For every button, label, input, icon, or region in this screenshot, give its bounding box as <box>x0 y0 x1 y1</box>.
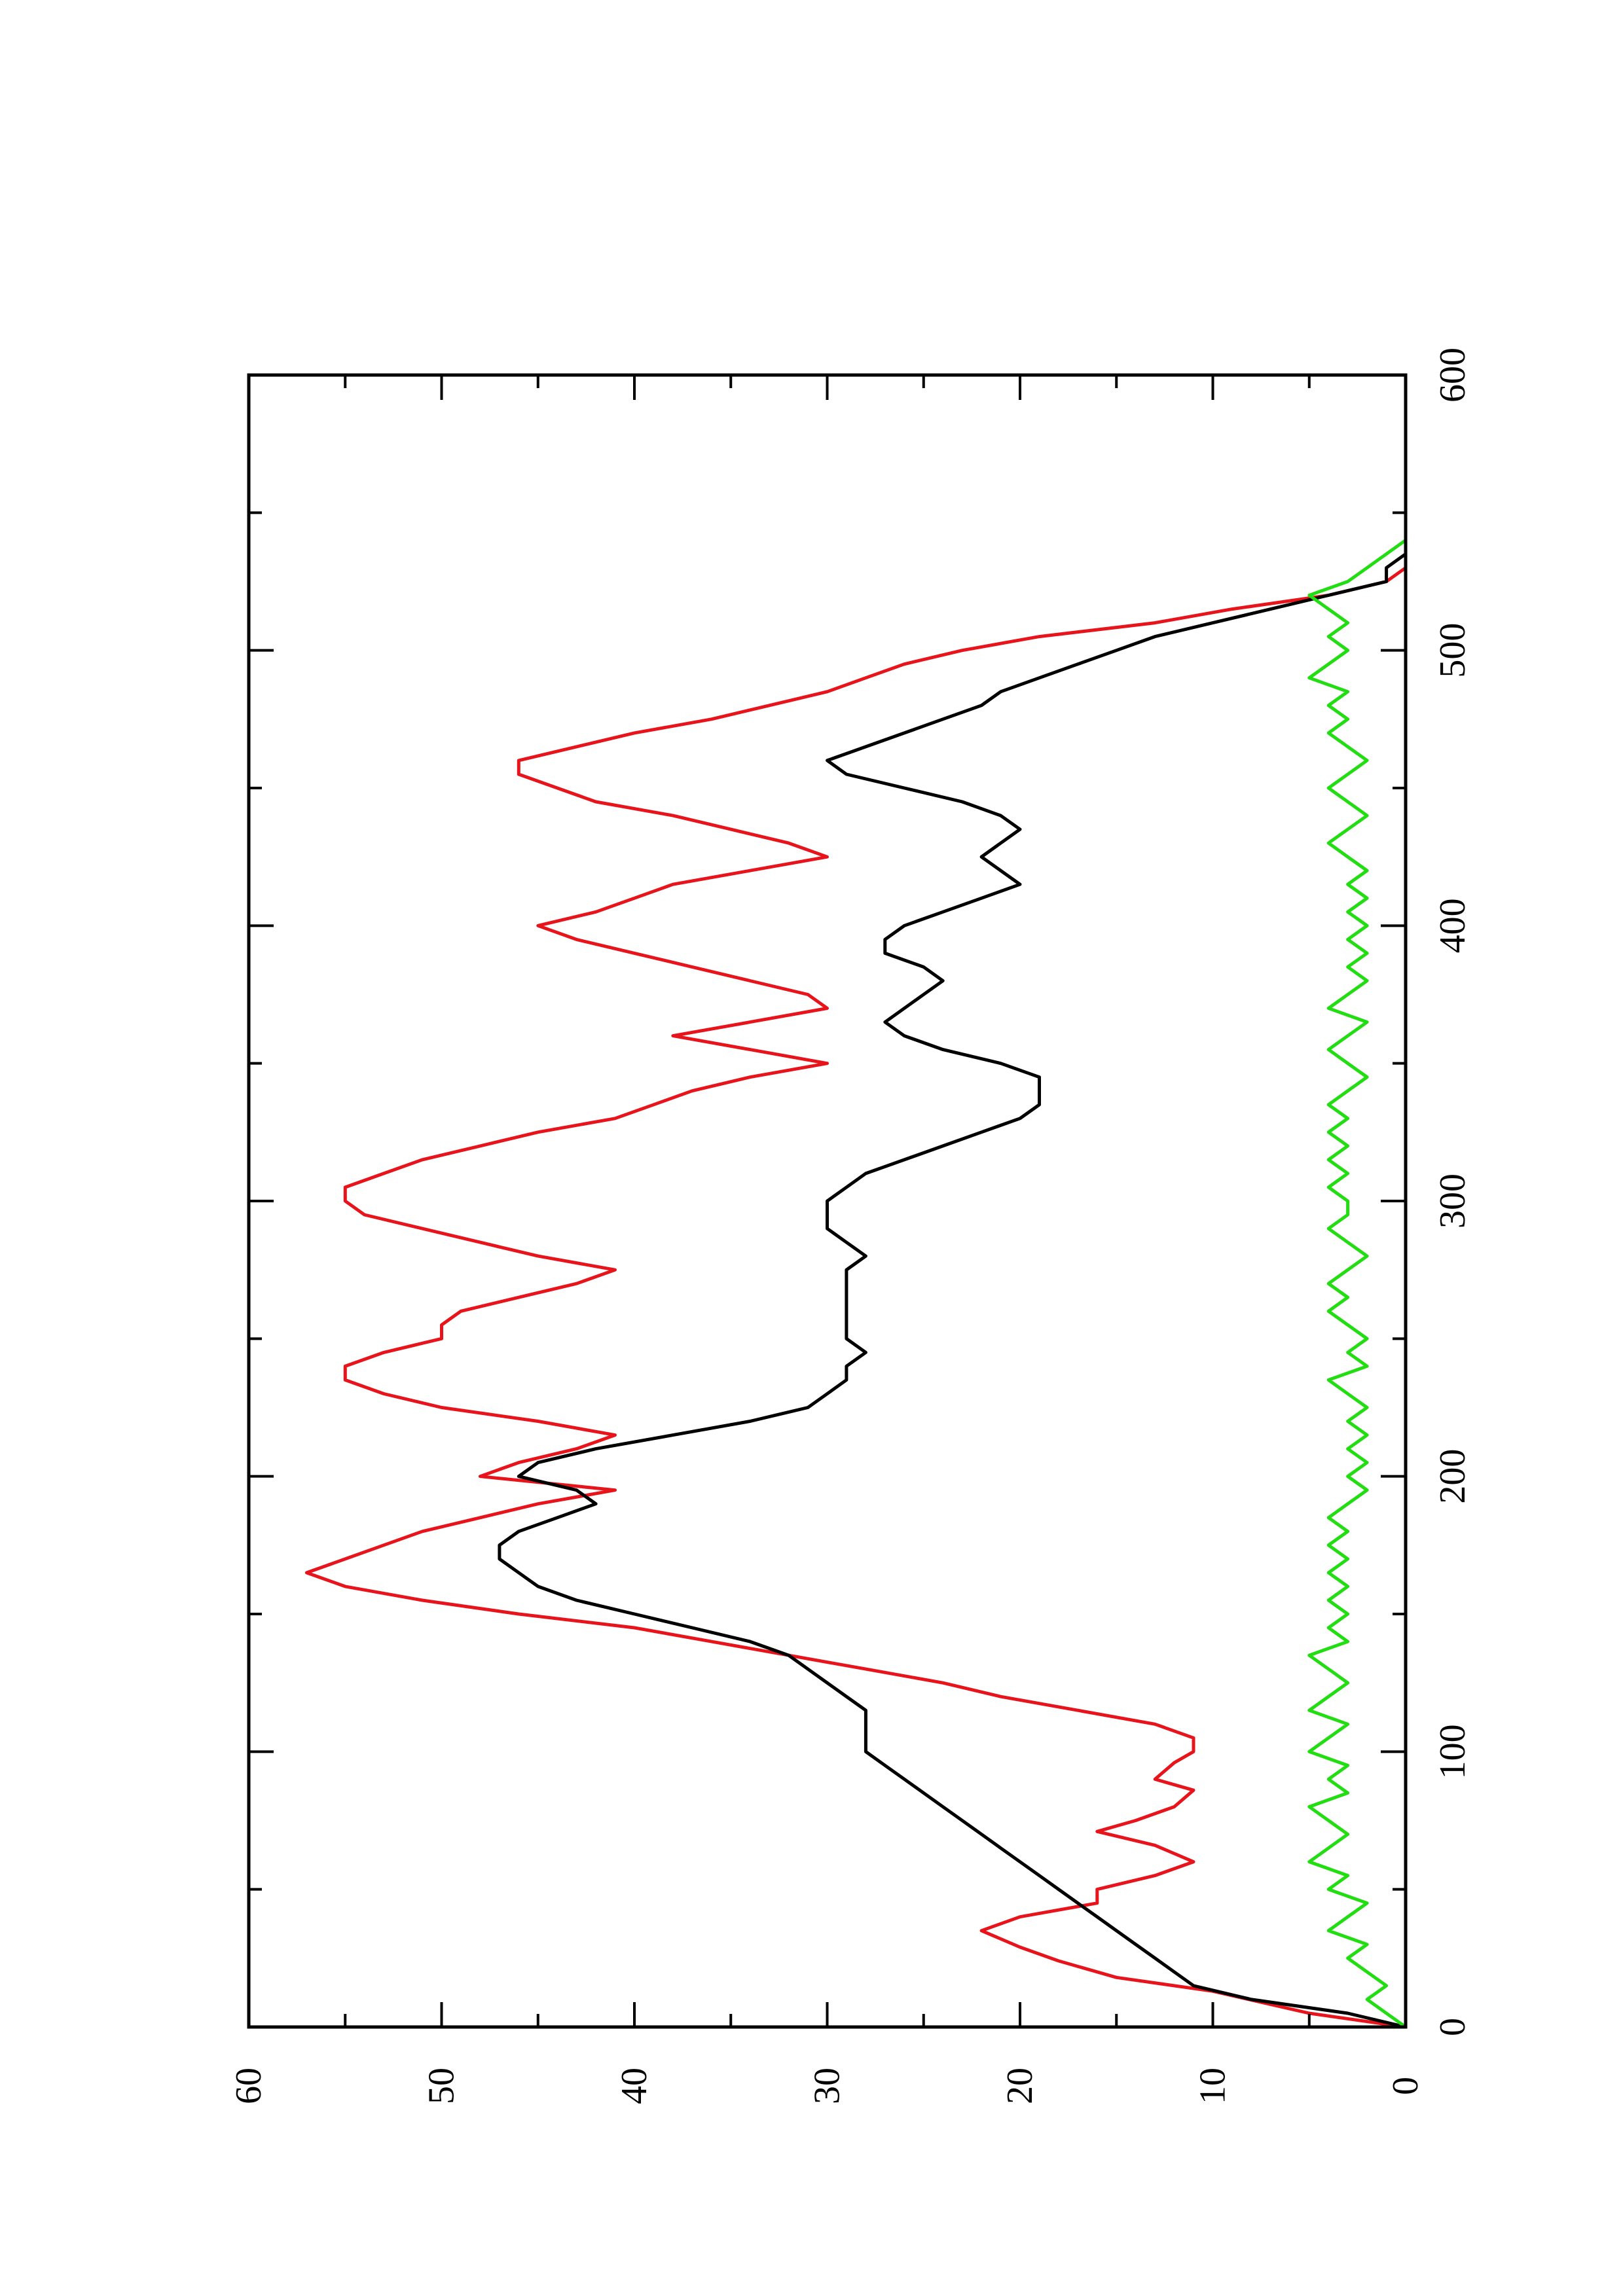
y-tick-label: 40 <box>614 2068 655 2104</box>
series-layer <box>304 539 1408 2029</box>
y-tick-label: 50 <box>422 2068 462 2104</box>
x-tick-label: 0 <box>1432 2018 1473 2036</box>
y-tick-label: 10 <box>1193 2068 1233 2104</box>
x-tick-label: 500 <box>1432 623 1473 678</box>
x-tick-label: 100 <box>1432 1724 1473 1779</box>
y-tick-label: 20 <box>1000 2068 1040 2104</box>
series-line-3 <box>1307 539 1407 2029</box>
tick-labels-layer: 0 100 200 300 400 500 600 0 10 20 30 40 50 60 <box>228 348 1473 2104</box>
x-tick-label: 400 <box>1432 898 1473 953</box>
series-line-1 <box>304 540 1408 2029</box>
series-line-2 <box>498 540 1408 2029</box>
ticks-layer <box>247 374 1407 2028</box>
x-tick-label: 300 <box>1432 1174 1473 1229</box>
x-tick-label: 200 <box>1432 1449 1473 1504</box>
y-tick-label: 60 <box>228 2068 269 2104</box>
y-tick-label: 30 <box>807 2068 848 2104</box>
x-tick-label: 600 <box>1432 348 1473 403</box>
y-tick-label: 0 <box>1385 2077 1426 2095</box>
